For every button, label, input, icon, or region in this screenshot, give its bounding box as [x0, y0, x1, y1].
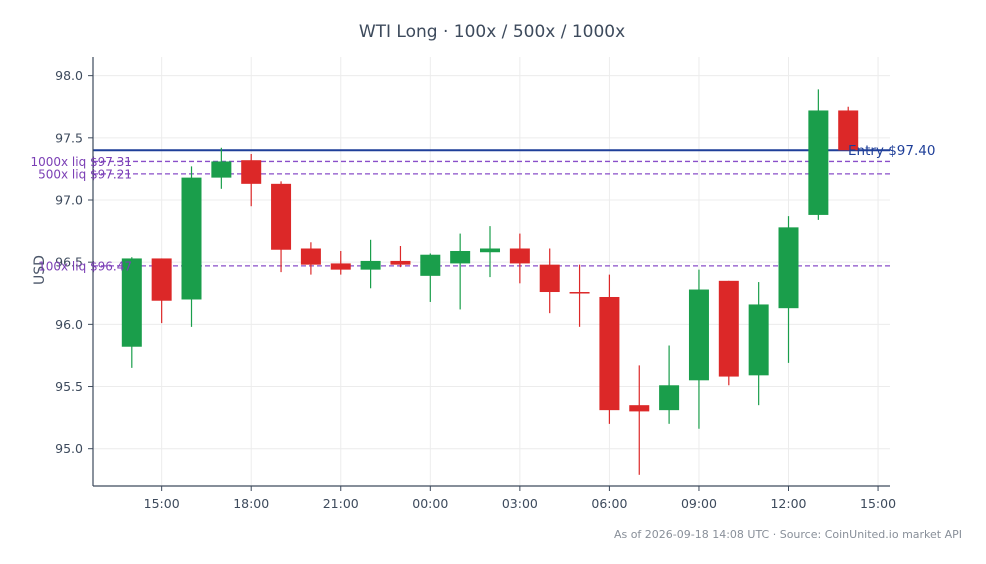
grid-lines [93, 57, 890, 486]
candle-body [450, 250, 471, 264]
candle-down [629, 365, 650, 475]
candle-body [688, 289, 709, 381]
candle-body [748, 304, 769, 376]
candle-body [181, 177, 202, 300]
x-tick-label: 09:00 [681, 496, 717, 511]
candle-body [509, 248, 530, 264]
tick-labels: 95.0 95.5 96.0 96.5 97.0 97.5 98.0 15:00 18:00 21… [55, 68, 896, 511]
candle-up [688, 269, 709, 429]
candle-body [241, 160, 262, 184]
chart-title: WTI Long · 100x / 500x / 1000x [359, 22, 625, 42]
y-tick-label: 95.5 [55, 379, 83, 394]
axes [88, 57, 890, 491]
candle-down [241, 153, 262, 207]
candle-body [539, 264, 560, 293]
candle-up [778, 216, 799, 363]
candle-body [300, 248, 321, 265]
candle-body [151, 258, 172, 301]
candle-body [211, 161, 232, 178]
y-tick-label: 97.5 [55, 130, 83, 145]
candle-down [718, 280, 739, 386]
candle-down [330, 250, 351, 275]
candle-down [509, 233, 530, 284]
candles [121, 89, 859, 475]
entry-label: Entry $97.40 [848, 143, 935, 159]
y-tick-label: 95.0 [55, 441, 83, 456]
candle-body [420, 254, 441, 276]
candle-down [151, 258, 172, 324]
candle-up [808, 89, 829, 220]
candle-up [121, 257, 142, 368]
x-tick-label: 15:00 [144, 496, 180, 511]
y-tick-label: 97.0 [55, 193, 83, 208]
candle-down [300, 242, 321, 275]
candle-up [450, 233, 471, 310]
x-tick-label: 15:00 [860, 496, 896, 511]
x-tick-label: 18:00 [233, 496, 269, 511]
candle-up [748, 282, 769, 406]
candle-up [480, 226, 501, 278]
candle-down [838, 106, 859, 151]
candle-down [390, 246, 411, 268]
candle-down [599, 274, 620, 424]
candle-body [330, 263, 351, 270]
footer-source: As of 2026-09-18 14:08 UTC · Source: Coi… [614, 528, 962, 541]
candle-body [718, 280, 739, 377]
candle-up [420, 253, 441, 302]
y-tick-label: 98.0 [55, 68, 83, 83]
candle-body [599, 296, 620, 411]
candle-body [659, 385, 680, 411]
candle-down [569, 264, 590, 327]
candle-down [539, 248, 560, 314]
candle-up [659, 345, 680, 424]
candle-body [271, 183, 292, 250]
y-axis-label: USD [32, 255, 48, 285]
x-tick-label: 03:00 [502, 496, 538, 511]
candle-down [271, 181, 292, 273]
candle-body [778, 227, 799, 309]
x-tick-label: 06:00 [591, 496, 627, 511]
candle-body [838, 110, 859, 151]
candle-up [181, 166, 202, 327]
candle-body [480, 248, 501, 253]
x-tick-label: 12:00 [770, 496, 806, 511]
x-tick-label: 00:00 [412, 496, 448, 511]
liquidation-label: 1000x liq $97.31 [30, 155, 132, 169]
liquidation-label: 500x liq $97.21 [38, 167, 132, 181]
candle-body [629, 405, 650, 412]
candle-body [360, 260, 381, 270]
candle-up [360, 239, 381, 289]
candle-body [569, 292, 590, 294]
liquidation-label: 100x liq $96.47 [38, 259, 132, 273]
candle-body [390, 260, 411, 265]
x-tick-label: 21:00 [323, 496, 359, 511]
y-tick-label: 96.5 [55, 255, 83, 270]
candle-body [808, 110, 829, 215]
candle-up [211, 147, 232, 189]
candle-body [121, 258, 142, 347]
y-tick-label: 96.0 [55, 317, 83, 332]
